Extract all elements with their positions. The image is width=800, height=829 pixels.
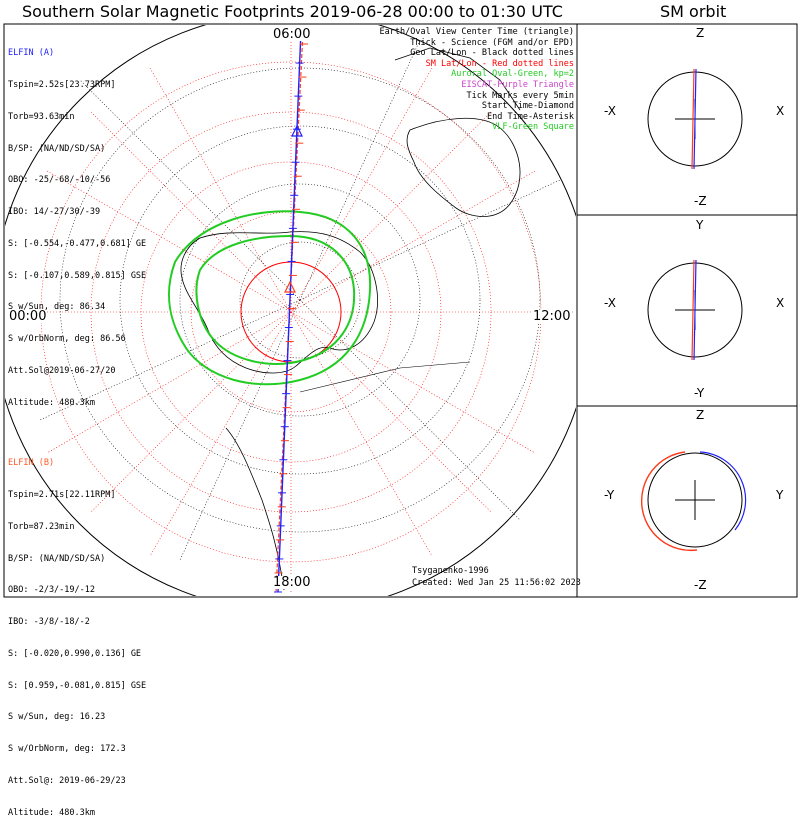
sm1-left-label: -X — [604, 104, 616, 118]
elfin-a-orbit — [699, 451, 747, 531]
legend-item: Tick Marks every 5min — [466, 90, 574, 101]
elfin-b-view-center-triangle — [284, 280, 296, 293]
elfin-b-name: ELFIN (B) — [8, 458, 55, 469]
elfin-b-line: Altitude: 480.3km — [8, 807, 95, 818]
elfin-b-line: Att.Sol@: 2019-06-29/23 — [8, 776, 126, 786]
sm2-right-label: X — [776, 296, 785, 310]
sm1-right-label: X — [776, 104, 785, 118]
elfin-a-line: Tspin=2.52s[23.73RPM] — [8, 79, 116, 90]
mlt-label-top: 06:00 — [272, 27, 312, 42]
sm3-bottom-label: -Z — [694, 578, 707, 592]
elfin-a-track — [277, 29, 302, 593]
legend-item: End Time-Asterisk — [487, 111, 574, 122]
sm-orbit-title: SM orbit — [660, 2, 727, 21]
elfin-b-line: Torb=87.23min — [8, 521, 75, 532]
legend-item: SM Lat/Lon - Red dotted lines — [425, 58, 574, 69]
sm2-bottom-label: -Y — [694, 386, 705, 400]
elfin-a-line: S w/OrbNorm, deg: 86.56 — [8, 334, 126, 345]
mlt-label-bottom: 18:00 — [272, 575, 312, 590]
elfin-a-line: OBO: -25/-68/-10/-56 — [8, 175, 111, 186]
legend-item: Geo Lat/Lon - Black dotted lines — [410, 48, 574, 59]
geo-grid — [39, 39, 561, 561]
elfin-b-line: OBO: -2/3/-19/-12 — [8, 585, 95, 596]
elfin-a-line: S: [-0.107,0.589,0.815] GSE — [8, 270, 147, 281]
legend-item: Auroral Oval-Green, kp=2 — [451, 69, 574, 80]
sm3-left-label: -Y — [604, 488, 615, 502]
earth-circle — [647, 71, 743, 167]
sm-panel-frame-3 — [576, 405, 798, 598]
elfin-a-line: Torb=93.63min — [8, 111, 75, 122]
elfin-b-orbit — [691, 68, 695, 170]
sm-panel-1 — [647, 68, 743, 170]
elfin-a-orbit — [693, 259, 697, 361]
mlt-label-right: 12:00 — [532, 309, 572, 324]
elfin-b-line: S w/Sun, deg: 16.23 — [8, 712, 106, 723]
elfin-b-orbit — [691, 259, 695, 361]
legend-item: Earth/Oval View Center Time (triangle) — [379, 27, 574, 37]
sm3-right-label: Y — [776, 488, 784, 502]
elfin-b-orbit — [641, 451, 698, 552]
legend-item: Thick - Science (FGM and/or EPD) — [410, 37, 574, 48]
mlt-label-left: 00:00 — [8, 309, 48, 324]
model-credit: Tsyganenko-1996 — [412, 566, 489, 576]
elfin-b-track — [275, 29, 304, 593]
elfin-a-line: Altitude: 480.3km — [8, 397, 95, 408]
legend-item: Start Time-Diamond — [481, 101, 574, 112]
elfin-a-line: B/SP: (NA/ND/SD/SA) — [8, 143, 106, 154]
asia-coastline — [394, 47, 521, 111]
terminator-line — [299, 361, 471, 393]
sm1-top-label: Z — [696, 26, 705, 40]
elfin-a-line: S w/Sun, deg: 86.34 — [8, 302, 106, 313]
legend: Earth/Oval View Center Time (triangle) T… — [380, 27, 574, 133]
elfin-a-name: ELFIN (A) — [8, 48, 55, 59]
elfin-b-line: S: [-0.020,0.990,0.136] GE — [8, 648, 142, 659]
legend-item: EISCAT-Purple Triangle — [461, 79, 574, 90]
sm2-left-label: -X — [604, 296, 616, 310]
sm2-top-label: Y — [696, 218, 704, 232]
sm-panel-2 — [647, 259, 743, 361]
auroral-oval-inner — [195, 234, 356, 365]
legend-item: VLF-Green Square — [492, 122, 574, 133]
footprint-plot — [3, 23, 798, 598]
elfin-b-line: B/SP: (NA/ND/SD/SA) — [8, 553, 106, 564]
elfin-b-line: Tspin=2.71s[22.11RPM] — [8, 489, 116, 500]
elfin-a-line: IBO: 14/-27/30/-39 — [8, 207, 101, 218]
south-america-coastline — [225, 427, 285, 591]
elfin-a-info: ELFIN (A) Tspin=2.52s[23.73RPM] Torb=93.… — [8, 27, 146, 419]
sm-panel-3 — [641, 451, 747, 552]
sm1-bottom-label: -Z — [694, 194, 707, 208]
elfin-b-info: ELFIN (B) Tspin=2.71s[22.11RPM] Torb=87.… — [8, 437, 146, 829]
sm-orbit-panels — [641, 68, 747, 552]
satellite-tracks — [274, 29, 308, 593]
created-timestamp: Created: Wed Jan 25 11:56:02 2023 — [412, 578, 581, 588]
earth-circle — [647, 452, 743, 548]
elfin-b-line: S w/OrbNorm, deg: 172.3 — [8, 744, 126, 755]
elfin-a-line: Att.Sol@2019-06-27/20 — [8, 366, 116, 376]
australia-coastline — [406, 117, 521, 217]
sm3-top-label: Z — [696, 408, 705, 422]
antarctica-coastline — [180, 231, 378, 374]
elfin-a-line: S: [-0.554,-0.477,0.681] GE — [8, 238, 147, 249]
elfin-b-line: IBO: -3/8/-18/-2 — [8, 617, 90, 628]
main-title: Southern Solar Magnetic Footprints 2019-… — [22, 2, 563, 21]
elfin-a-view-center-triangle — [291, 124, 303, 137]
elfin-a-orbit — [693, 68, 697, 170]
auroral-oval-outer — [167, 210, 372, 386]
earth-circle — [647, 262, 743, 358]
elfin-b-line: S: [0.959,-0.081,0.815] GSE — [8, 680, 147, 691]
